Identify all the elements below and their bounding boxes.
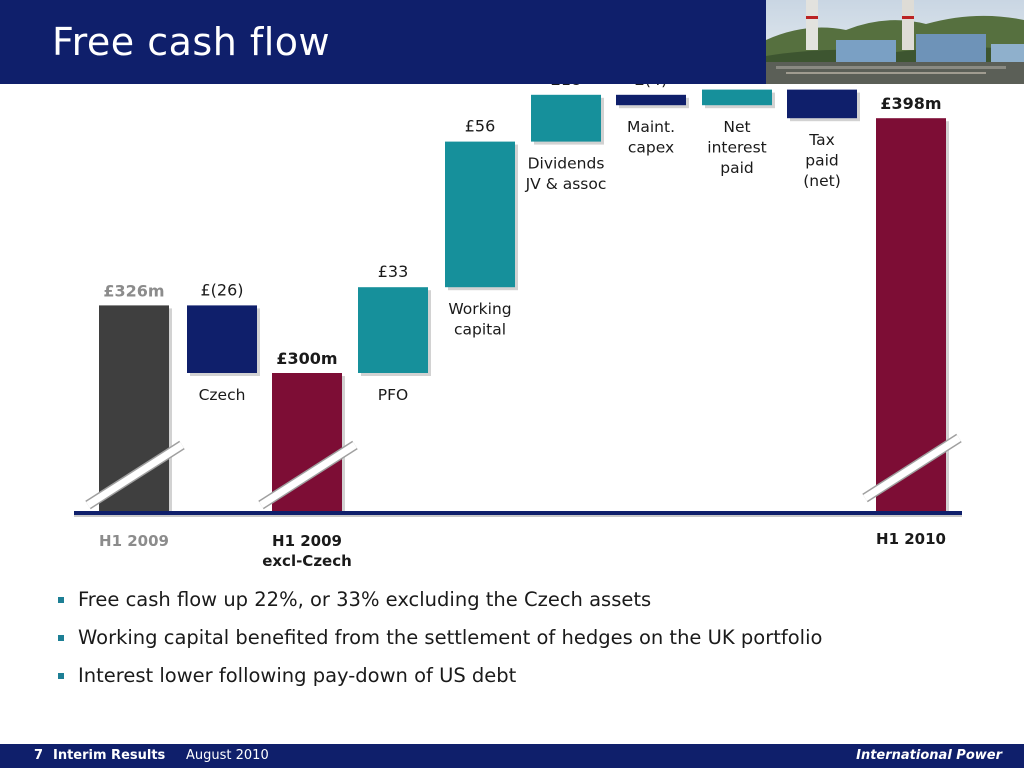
delta-bar [616,94,686,106]
bullet-square-icon [58,635,64,641]
x-axis-line [74,511,962,515]
document-title: Interim Results [53,748,166,763]
x-axis-shadow [74,515,962,517]
delta-bar [702,89,772,106]
bullet-text: Working capital benefited from the settl… [78,626,823,649]
footer-bar: 7 Interim Results August 2010 Internatio… [0,744,1024,768]
step-label: paid [720,159,753,177]
power-station-image [766,0,1024,84]
step-label: capital [454,321,506,339]
step-label: PFO [378,386,408,404]
total-bar [876,118,946,512]
bullet-square-icon [58,673,64,679]
document-date: August 2010 [186,748,269,763]
delta-value-label: £(26) [200,280,243,299]
bullet-item: Working capital benefited from the settl… [56,624,822,662]
category-axis-label: excl-Czech [262,552,352,570]
category-axis-label: H1 2010 [876,530,946,548]
bullet-item: Interest lower following pay-down of US … [56,662,822,700]
step-label: Tax [808,131,835,149]
header-bar: Free cash flow [0,0,1024,84]
power-station-photo [766,0,1024,84]
delta-bar [358,287,428,373]
step-label: Net [723,118,750,136]
total-value-label: £300m [276,349,337,368]
total-value-label: £398m [880,94,941,113]
company-brand: International Power [856,748,1002,763]
total-value-label: £326m [103,281,164,300]
delta-value-label: £(4) [635,84,668,89]
step-label: capex [628,139,674,157]
category-axis-label: H1 2009 [272,532,342,550]
axis-break-mark [259,442,357,508]
step-label: interest [707,139,766,157]
bullet-square-icon [58,597,64,603]
category-axis-label: H1 2009 [99,532,169,550]
page-number: 7 [34,748,44,763]
axis-break-mark [863,435,961,501]
step-label: Maint. [627,118,675,136]
step-label: Working [448,300,511,318]
step-label: (net) [803,172,841,190]
delta-bar [787,89,857,119]
bullet-item: Free cash flow up 22%, or 33% excluding … [56,586,822,624]
step-label: JV & assoc [525,175,607,193]
step-label: paid [805,152,838,170]
delta-value-label: £33 [378,262,409,281]
axis-break-mark [86,442,184,508]
bullet-text: Interest lower following pay-down of US … [78,664,517,687]
step-label: Dividends [528,155,605,173]
delta-bar [531,94,601,142]
slide-title: Free cash flow [52,20,331,64]
delta-value-label: £18 [551,84,582,89]
delta-bar [187,305,257,373]
step-label: Czech [199,386,246,404]
waterfall-chart: £326m£(26)£300m£33£56£18£(4)£6£(11)£398m… [74,84,962,570]
bullet-list: Free cash flow up 22%, or 33% excluding … [56,586,822,700]
delta-bar [445,141,515,288]
delta-value-label: £56 [465,117,496,136]
bullet-text: Free cash flow up 22%, or 33% excluding … [78,588,652,611]
